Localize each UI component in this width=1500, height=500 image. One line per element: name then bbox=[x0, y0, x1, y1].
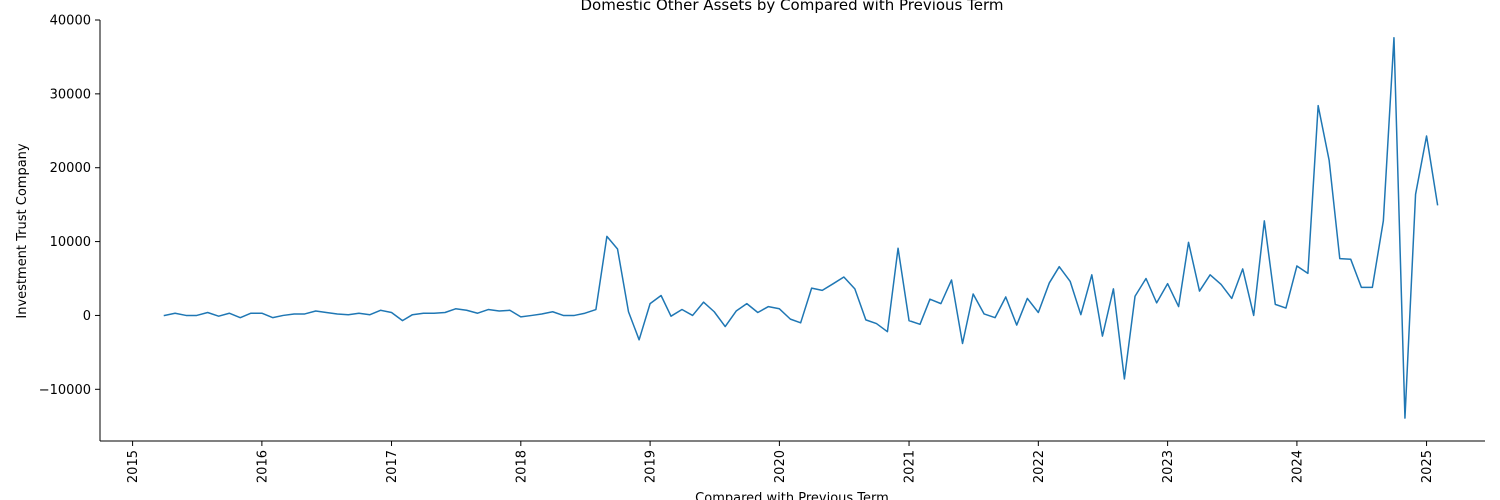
x-tick-label: 2017 bbox=[385, 450, 400, 483]
x-tick-label: 2019 bbox=[644, 450, 659, 483]
x-tick-label: 2015 bbox=[126, 450, 141, 483]
y-tick-label: 0 bbox=[83, 309, 91, 324]
x-tick-label: 2016 bbox=[255, 450, 270, 483]
x-tick-label: 2025 bbox=[1420, 450, 1435, 483]
y-tick-label: 20000 bbox=[50, 161, 91, 176]
x-axis-title: Compared with Previous Term bbox=[695, 491, 889, 500]
series-line bbox=[163, 36, 1439, 419]
plot-area: −10000 0 10000 20000 30000 40000 2015 2016 2017 2… bbox=[39, 14, 1485, 483]
x-tick-label: 2021 bbox=[903, 450, 918, 483]
y-tick-label: −10000 bbox=[39, 383, 91, 398]
y-axis-title: Investment Trust Company bbox=[15, 143, 30, 319]
chart-title: Domestic Other Assets by Compared with P… bbox=[581, 0, 1004, 14]
x-tick-label: 2018 bbox=[514, 450, 529, 483]
x-tick-label: 2020 bbox=[773, 450, 788, 483]
x-tick-label: 2022 bbox=[1032, 450, 1047, 483]
x-tick-label: 2023 bbox=[1161, 450, 1176, 483]
y-tick-label: 40000 bbox=[50, 14, 91, 29]
y-tick-label: 10000 bbox=[50, 235, 91, 250]
y-tick-label: 30000 bbox=[50, 87, 91, 102]
x-tick-label: 2024 bbox=[1290, 450, 1305, 483]
